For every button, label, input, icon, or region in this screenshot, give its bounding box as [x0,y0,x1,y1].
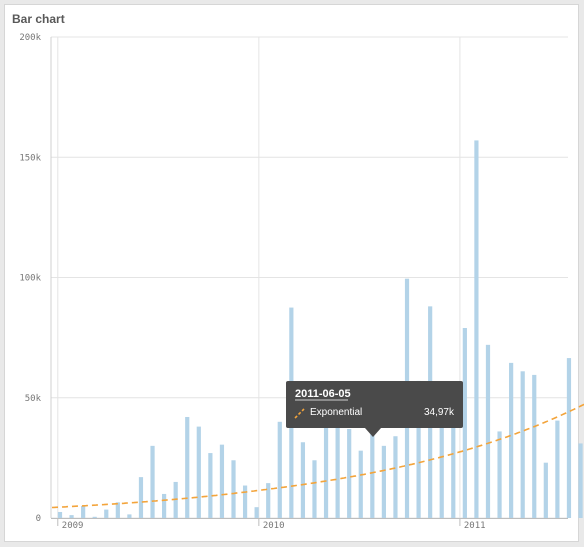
tooltip-series-name: Exponential [310,407,362,418]
bar[interactable] [81,505,86,518]
y-tick-label: 200k [19,33,41,43]
bar[interactable] [277,421,282,518]
bar[interactable] [104,509,109,518]
bar[interactable] [312,460,317,518]
bar-series[interactable] [57,140,583,519]
bar[interactable] [520,371,525,518]
chart-title: Bar chart [12,12,65,26]
bar[interactable] [381,445,386,518]
bar[interactable] [69,515,74,518]
tooltip-trend-swatch [294,408,305,419]
bar[interactable] [393,436,398,518]
bar[interactable] [323,426,329,518]
bar[interactable] [578,443,583,518]
x-axis: 2009201020112012 [51,518,568,531]
bar[interactable] [509,362,514,518]
bar[interactable] [115,502,120,518]
bar[interactable] [555,420,560,518]
bar[interactable] [242,485,248,518]
bar[interactable] [474,140,479,519]
y-tick-label: 50k [25,394,42,404]
bar[interactable] [497,431,502,518]
bar[interactable] [347,429,352,518]
x-tick-label: 2009 [62,521,84,531]
bar[interactable] [254,507,259,518]
bar[interactable] [208,453,213,518]
tooltip: 2011-06-05 Exponential 34,97k [286,381,463,437]
bar[interactable] [439,404,444,518]
bar[interactable] [92,516,97,518]
x-tick-label: 2010 [263,521,285,531]
bar[interactable] [185,416,190,518]
bar[interactable] [231,460,236,518]
tooltip-pointer [365,428,381,437]
y-tick-label: 100k [19,274,41,284]
bar[interactable] [150,445,155,518]
exponential-trendline[interactable] [51,239,584,509]
bar[interactable] [162,493,167,518]
bar[interactable] [335,412,340,518]
y-tick-label: 150k [19,153,41,163]
bar[interactable] [138,477,144,518]
bar[interactable] [370,433,375,518]
bar[interactable] [416,380,421,518]
tooltip-value: 34,97k [424,407,455,418]
bar[interactable] [57,511,63,518]
bar[interactable] [196,426,201,518]
bar[interactable] [485,344,491,518]
bar[interactable] [566,358,572,518]
tooltip-title: 2011-06-05 [295,388,351,400]
bar[interactable] [532,374,537,518]
y-tick-label: 0 [36,514,41,524]
bar[interactable] [266,483,271,518]
bar[interactable] [462,328,467,518]
y-axis: 0 50k 100k 150k 200k [19,33,41,524]
tooltip-background [286,381,463,428]
bar[interactable] [219,444,225,518]
bar[interactable] [358,450,363,518]
bar[interactable] [300,442,306,518]
bar[interactable] [127,514,132,518]
bar[interactable] [543,462,548,518]
x-tick-label: 2011 [464,521,486,531]
bar[interactable] [451,392,456,518]
gridlines [50,36,568,519]
